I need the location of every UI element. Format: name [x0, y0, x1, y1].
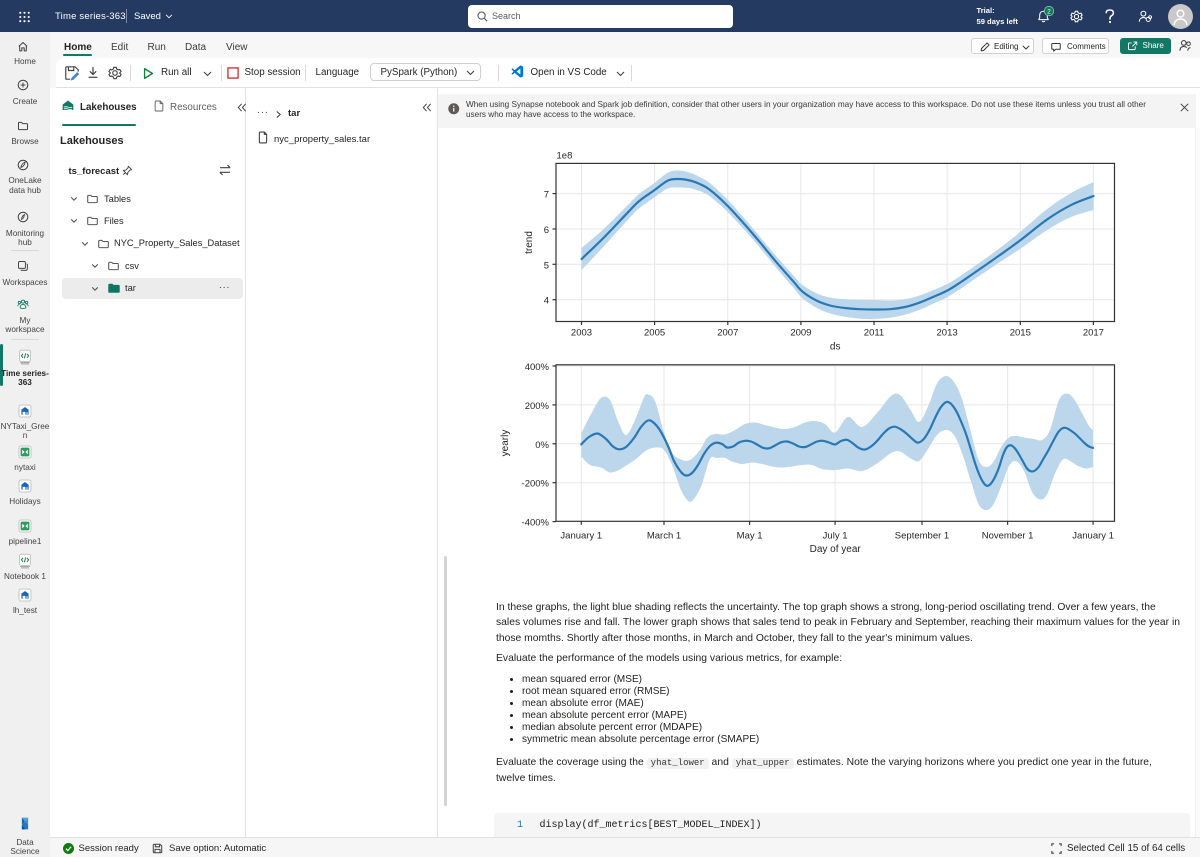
- svg-text:May 1: May 1: [737, 530, 763, 541]
- svg-text:7: 7: [544, 190, 549, 201]
- svg-text:2011: 2011: [864, 327, 884, 338]
- svg-text:March 1: March 1: [647, 530, 681, 541]
- svg-text:yearly: yearly: [500, 430, 511, 457]
- svg-text:July 1: July 1: [823, 530, 848, 541]
- svg-text:trend: trend: [524, 231, 535, 254]
- svg-text:400%: 400%: [525, 362, 550, 373]
- svg-text:September 1: September 1: [895, 530, 949, 541]
- svg-text:January 1: January 1: [1072, 530, 1114, 541]
- svg-text:2007: 2007: [717, 327, 738, 338]
- svg-text:January 1: January 1: [560, 530, 602, 541]
- svg-text:Day of year: Day of year: [810, 544, 862, 555]
- svg-text:200%: 200%: [525, 401, 550, 412]
- svg-text:-400%: -400%: [522, 518, 550, 529]
- svg-text:2015: 2015: [1010, 327, 1031, 338]
- svg-text:-200%: -200%: [522, 479, 550, 490]
- svg-text:ds: ds: [830, 342, 841, 353]
- svg-text:November 1: November 1: [982, 530, 1034, 541]
- svg-text:2: 2: [1047, 9, 1051, 16]
- svg-text:6: 6: [544, 225, 549, 236]
- svg-text:2017: 2017: [1083, 327, 1104, 338]
- svg-text:2005: 2005: [644, 327, 665, 338]
- svg-text:2003: 2003: [571, 327, 592, 338]
- svg-text:2013: 2013: [937, 327, 958, 338]
- svg-text:0%: 0%: [535, 440, 549, 451]
- svg-text:2009: 2009: [790, 327, 811, 338]
- svg-text:1e8: 1e8: [557, 150, 573, 161]
- svg-text:5: 5: [544, 260, 549, 271]
- svg-text:4: 4: [544, 296, 549, 307]
